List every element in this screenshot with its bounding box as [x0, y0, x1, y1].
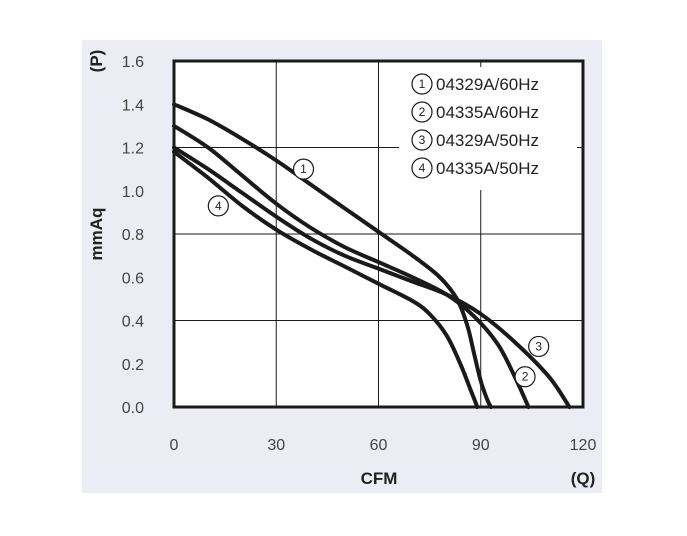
y-tick-label: 0.6	[122, 270, 144, 287]
curve-marker-circle-3	[528, 335, 550, 358]
curve-marker-label-4: 4	[215, 199, 222, 213]
y-tick-label: 1.2	[122, 141, 144, 158]
plot-frame	[172, 59, 585, 409]
x-tick-label: 60	[370, 437, 388, 454]
curve-2	[172, 123, 531, 409]
performance-curves	[172, 102, 572, 409]
curve-marker-label-2: 2	[522, 370, 529, 384]
legend: 1 04329A/60Hz 2 04335A/60Hz 3 04329A/50Hz 4 043…	[399, 67, 577, 190]
y-tick-label: 1.0	[122, 184, 144, 201]
curve-1	[172, 102, 493, 409]
curve-markers: 1 2 3 4	[207, 158, 550, 388]
legend-marker-circle-1	[411, 73, 433, 95]
legend-entry-label-2: 04335A/60Hz	[436, 103, 539, 122]
legend-marker-label-1: 1	[419, 77, 426, 91]
x-tick-labels: 0 30 60 90 120	[170, 437, 597, 454]
x-tick-label: 90	[472, 437, 490, 454]
legend-marker-circle-3	[411, 129, 433, 151]
curve-3	[172, 145, 572, 409]
legend-entry-label-1: 04329A/60Hz	[436, 75, 539, 94]
x-tick-label: 120	[570, 437, 597, 454]
curve-marker-circle-2	[514, 366, 536, 388]
y-tick-label: 0.4	[122, 314, 144, 331]
legend-marker-circle-2	[411, 101, 433, 123]
x-axis-unit: (Q)	[571, 469, 596, 488]
x-axis-title: CFM	[361, 469, 398, 488]
y-tick-label: 1.4	[122, 97, 144, 114]
legend-marker-label-2: 2	[419, 105, 426, 119]
legend-marker-label-3: 3	[419, 133, 426, 147]
y-axis-unit: (P)	[87, 50, 106, 73]
x-tick-label: 30	[267, 437, 285, 454]
curve-4	[172, 149, 480, 409]
y-tick-labels: 0.0 0.2 0.4 0.6 0.8 1.0 1.2 1.4 1.6	[122, 54, 144, 417]
y-tick-label: 0.0	[122, 400, 144, 417]
curve-marker-label-3: 3	[535, 339, 542, 353]
curve-marker-label-1: 1	[300, 162, 307, 176]
y-axis-title: mmAq	[87, 208, 106, 261]
legend-entry-label-4: 04335A/50Hz	[436, 159, 539, 178]
curve-marker-circle-4	[207, 195, 229, 217]
x-tick-label: 0	[170, 437, 179, 454]
legend-entry-label-3: 04329A/50Hz	[436, 131, 539, 150]
y-tick-label: 1.6	[122, 54, 144, 71]
y-tick-label: 0.8	[122, 227, 144, 244]
legend-marker-label-4: 4	[419, 161, 426, 175]
curve-marker-circle-1	[292, 158, 315, 180]
y-tick-label: 0.2	[122, 357, 144, 374]
legend-marker-circle-4	[411, 157, 433, 179]
